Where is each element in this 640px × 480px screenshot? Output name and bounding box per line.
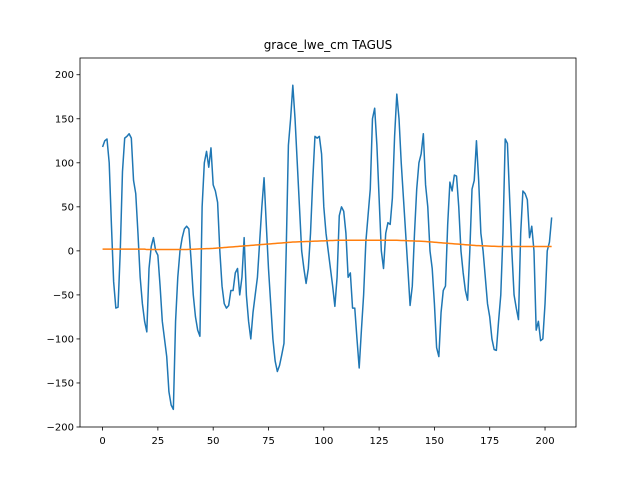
x-tick-label: 100 <box>314 436 333 447</box>
y-tick-label: −100 <box>47 334 74 345</box>
x-tick-label: 175 <box>480 436 499 447</box>
x-tick-label: 0 <box>99 436 105 447</box>
x-tick-label: 200 <box>535 436 554 447</box>
y-tick-label: 150 <box>55 114 74 125</box>
chart-title: grace_lwe_cm TAGUS <box>264 38 393 52</box>
x-tick-label: 25 <box>152 436 165 447</box>
x-tick-label: 150 <box>425 436 444 447</box>
x-tick-label: 125 <box>370 436 389 447</box>
series-line <box>101 84 553 411</box>
series-line <box>102 239 552 251</box>
plot-frame <box>79 57 577 428</box>
x-tick-label: 75 <box>262 436 275 447</box>
y-tick-label: −200 <box>47 423 74 434</box>
y-tick-label: 50 <box>61 202 74 213</box>
y-tick-label: −150 <box>47 378 74 389</box>
y-tick-label: 0 <box>68 246 74 257</box>
x-tick-label: 50 <box>207 436 220 447</box>
y-tick-label: 100 <box>55 158 74 169</box>
y-tick-label: −50 <box>53 290 74 301</box>
y-tick-label: 200 <box>55 70 74 81</box>
